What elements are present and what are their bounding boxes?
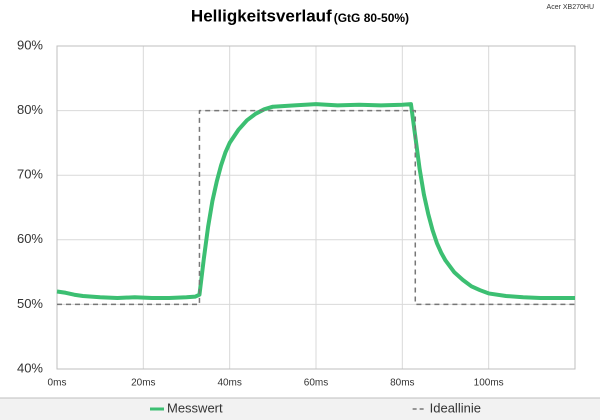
x-tick-label: 80ms <box>390 378 414 389</box>
chart-subtitle: (GtG 80-50%) <box>334 11 409 25</box>
x-tick-label: 40ms <box>217 378 241 389</box>
x-tick-label: 0ms <box>48 378 67 389</box>
y-tick-label: 60% <box>17 231 43 246</box>
legend-strip <box>0 398 600 420</box>
chart-title: Helligkeitsverlauf <box>191 6 332 25</box>
y-tick-label: 90% <box>17 37 43 52</box>
plot-frame <box>56 45 576 370</box>
x-tick-label: 60ms <box>304 378 328 389</box>
y-tick-label: 70% <box>17 167 43 182</box>
x-tick-label: 20ms <box>131 378 155 389</box>
annotation: Acer XB270HU <box>547 4 594 11</box>
y-tick-label: 50% <box>17 296 43 311</box>
y-tick-label: 40% <box>17 360 43 375</box>
series-line <box>57 109 575 306</box>
x-tick-label: 100ms <box>474 378 504 389</box>
y-tick-label: 80% <box>17 102 43 117</box>
legend-label: Messwert <box>167 400 223 415</box>
series-line <box>56 102 575 300</box>
legend-label: Ideallinie <box>430 400 481 415</box>
